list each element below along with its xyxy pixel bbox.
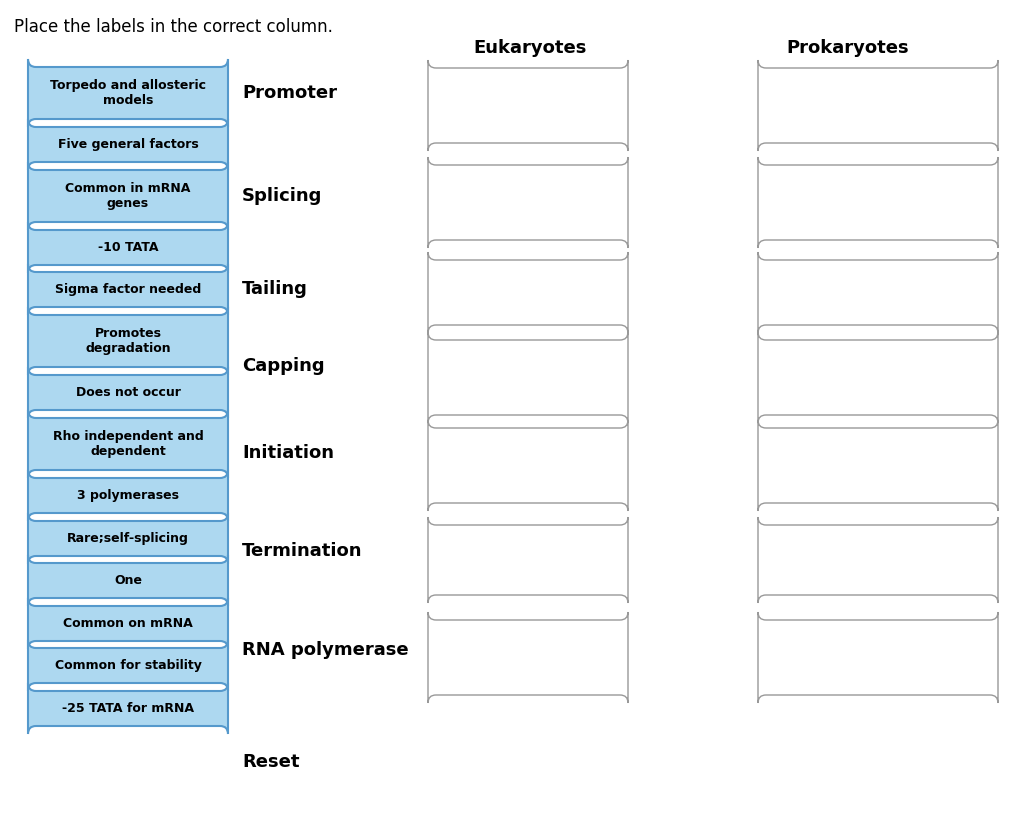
FancyBboxPatch shape xyxy=(28,555,228,606)
Text: -10 TATA: -10 TATA xyxy=(97,241,159,254)
FancyBboxPatch shape xyxy=(28,162,228,230)
Text: RNA polymerase: RNA polymerase xyxy=(242,641,409,659)
FancyBboxPatch shape xyxy=(758,420,998,511)
Text: Place the labels in the correct column.: Place the labels in the correct column. xyxy=(14,18,333,36)
Text: Promoter: Promoter xyxy=(242,84,337,102)
Text: Prokaryotes: Prokaryotes xyxy=(786,39,909,57)
Text: Five general factors: Five general factors xyxy=(57,138,199,151)
FancyBboxPatch shape xyxy=(28,640,228,691)
Text: -25 TATA for mRNA: -25 TATA for mRNA xyxy=(62,702,194,715)
Text: Rho independent and
dependent: Rho independent and dependent xyxy=(52,430,204,458)
FancyBboxPatch shape xyxy=(28,470,228,521)
Text: 3 polymerases: 3 polymerases xyxy=(77,489,179,502)
FancyBboxPatch shape xyxy=(28,410,228,478)
Text: Common for stability: Common for stability xyxy=(54,659,202,672)
FancyBboxPatch shape xyxy=(428,517,628,603)
FancyBboxPatch shape xyxy=(758,252,998,333)
FancyBboxPatch shape xyxy=(758,332,998,423)
Text: Does not occur: Does not occur xyxy=(76,386,180,399)
Text: Common in mRNA
genes: Common in mRNA genes xyxy=(66,182,190,210)
FancyBboxPatch shape xyxy=(28,264,228,315)
FancyBboxPatch shape xyxy=(28,307,228,375)
Text: Initiation: Initiation xyxy=(242,444,334,462)
Text: Torpedo and allosteric
models: Torpedo and allosteric models xyxy=(50,79,206,107)
Text: One: One xyxy=(114,574,142,587)
FancyBboxPatch shape xyxy=(28,59,228,127)
FancyBboxPatch shape xyxy=(28,598,228,649)
Text: Promotes
degradation: Promotes degradation xyxy=(85,327,171,355)
FancyBboxPatch shape xyxy=(428,60,628,151)
FancyBboxPatch shape xyxy=(758,517,998,603)
Text: Sigma factor needed: Sigma factor needed xyxy=(55,283,201,296)
FancyBboxPatch shape xyxy=(28,119,228,170)
Text: Capping: Capping xyxy=(242,357,325,375)
FancyBboxPatch shape xyxy=(428,420,628,511)
FancyBboxPatch shape xyxy=(28,222,228,273)
FancyBboxPatch shape xyxy=(28,367,228,418)
Text: Eukaryotes: Eukaryotes xyxy=(473,39,587,57)
FancyBboxPatch shape xyxy=(428,157,628,248)
Text: Termination: Termination xyxy=(242,542,362,560)
FancyBboxPatch shape xyxy=(28,513,228,564)
Text: Common on mRNA: Common on mRNA xyxy=(63,617,193,630)
FancyBboxPatch shape xyxy=(28,683,228,734)
FancyBboxPatch shape xyxy=(428,252,628,333)
FancyBboxPatch shape xyxy=(428,332,628,423)
Text: Tailing: Tailing xyxy=(242,280,308,298)
FancyBboxPatch shape xyxy=(758,612,998,703)
Text: Splicing: Splicing xyxy=(242,187,323,205)
Text: Rare;self-splicing: Rare;self-splicing xyxy=(67,532,189,545)
Text: Reset: Reset xyxy=(242,753,299,771)
FancyBboxPatch shape xyxy=(428,612,628,703)
FancyBboxPatch shape xyxy=(758,60,998,151)
FancyBboxPatch shape xyxy=(758,157,998,248)
